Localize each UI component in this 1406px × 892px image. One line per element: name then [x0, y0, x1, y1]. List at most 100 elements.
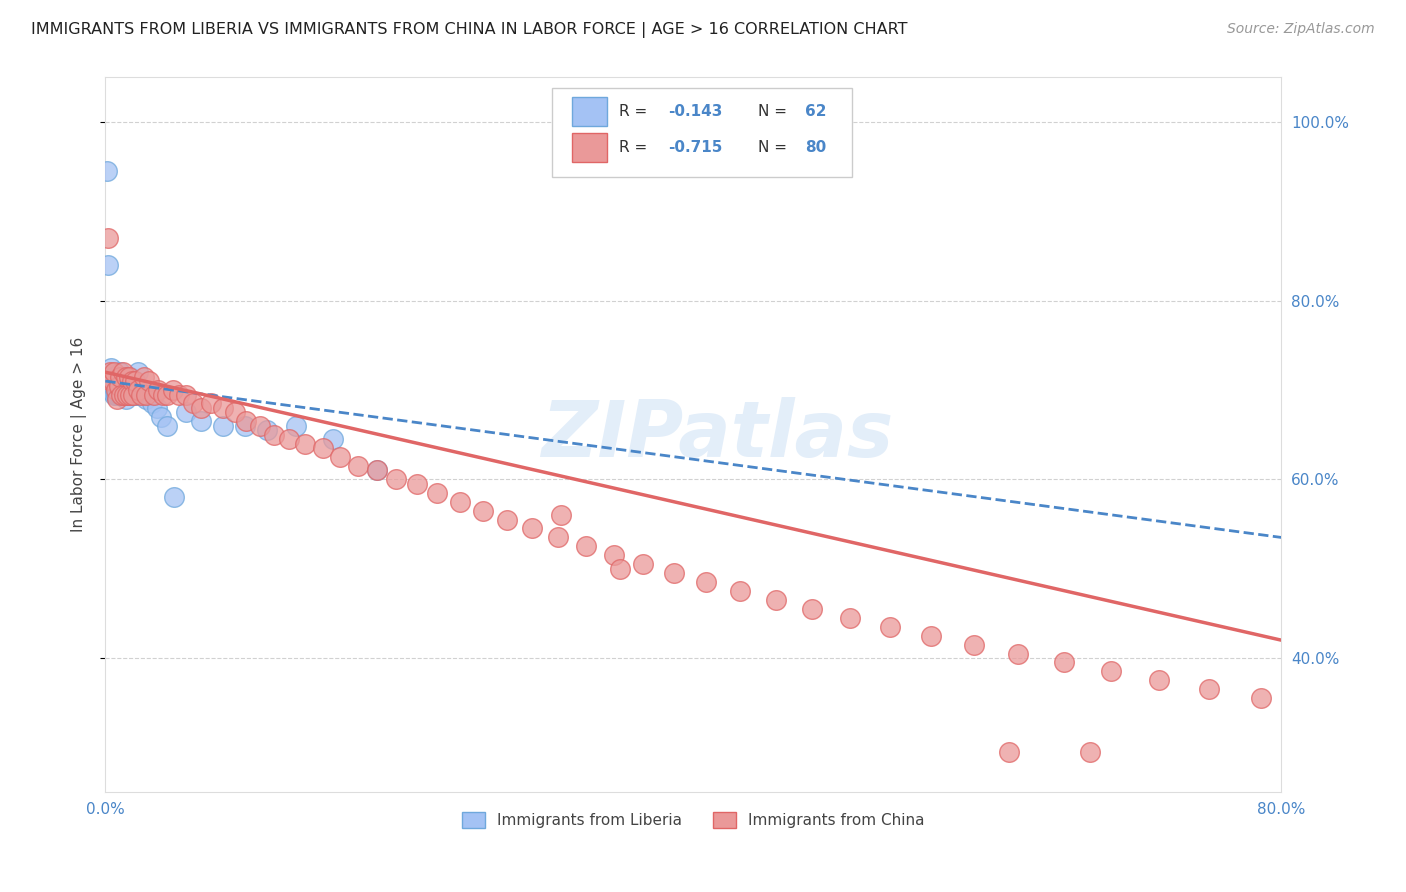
- Point: [1250, 691, 1272, 706]
- Point: [1099, 665, 1122, 679]
- Point: [212, 401, 235, 415]
- Point: [97, 258, 120, 272]
- Point: [108, 369, 131, 384]
- Point: [174, 405, 197, 419]
- Point: [112, 378, 135, 392]
- Point: [111, 369, 134, 384]
- Point: [105, 392, 128, 406]
- Text: R =: R =: [619, 140, 652, 155]
- FancyBboxPatch shape: [553, 88, 852, 178]
- Point: [120, 387, 142, 401]
- Point: [1147, 673, 1170, 688]
- Point: [115, 369, 138, 384]
- Point: [124, 387, 146, 401]
- Point: [118, 369, 141, 384]
- Point: [104, 387, 127, 401]
- Point: [117, 387, 139, 401]
- Point: [124, 374, 146, 388]
- Text: IMMIGRANTS FROM LIBERIA VS IMMIGRANTS FROM CHINA IN LABOR FORCE | AGE > 16 CORRE: IMMIGRANTS FROM LIBERIA VS IMMIGRANTS FR…: [31, 22, 907, 38]
- Point: [998, 745, 1021, 759]
- Point: [183, 396, 205, 410]
- Text: 80: 80: [804, 140, 827, 155]
- Point: [124, 374, 146, 388]
- Text: N =: N =: [758, 140, 792, 155]
- Point: [385, 472, 408, 486]
- Point: [142, 387, 165, 401]
- Text: -0.715: -0.715: [668, 140, 723, 155]
- Point: [224, 405, 246, 419]
- Point: [152, 387, 174, 401]
- Point: [233, 418, 256, 433]
- Point: [575, 539, 598, 553]
- Point: [135, 387, 157, 401]
- Point: [129, 387, 152, 401]
- Point: [127, 365, 149, 379]
- Point: [550, 508, 572, 522]
- Point: [609, 562, 631, 576]
- Point: [107, 374, 129, 388]
- Point: [366, 463, 388, 477]
- Point: [127, 383, 149, 397]
- Point: [120, 369, 142, 384]
- Point: [122, 383, 145, 397]
- Point: [129, 387, 152, 401]
- Point: [138, 374, 160, 388]
- Point: [963, 638, 986, 652]
- Point: [879, 620, 901, 634]
- Point: [138, 387, 160, 401]
- Point: [125, 383, 148, 397]
- Point: [111, 378, 134, 392]
- Text: Source: ZipAtlas.com: Source: ZipAtlas.com: [1227, 22, 1375, 37]
- Point: [162, 383, 184, 397]
- Point: [117, 369, 139, 384]
- Point: [108, 378, 131, 392]
- Text: ZIPatlas: ZIPatlas: [540, 397, 893, 473]
- Legend: Immigrants from Liberia, Immigrants from China: Immigrants from Liberia, Immigrants from…: [456, 806, 931, 834]
- Point: [111, 365, 134, 379]
- FancyBboxPatch shape: [572, 134, 607, 162]
- Point: [100, 360, 122, 375]
- Point: [98, 365, 121, 379]
- Point: [495, 512, 517, 526]
- Point: [103, 374, 125, 388]
- Point: [108, 387, 131, 401]
- Point: [1052, 656, 1074, 670]
- Y-axis label: In Labor Force | Age > 16: In Labor Force | Age > 16: [72, 337, 87, 533]
- Point: [728, 584, 751, 599]
- Point: [112, 369, 135, 384]
- Point: [110, 387, 132, 401]
- Point: [920, 629, 942, 643]
- Point: [104, 383, 127, 397]
- Point: [406, 476, 429, 491]
- Point: [190, 401, 212, 415]
- Point: [156, 418, 179, 433]
- Point: [449, 494, 471, 508]
- Point: [278, 432, 301, 446]
- Point: [256, 423, 278, 437]
- Point: [631, 558, 654, 572]
- Point: [103, 387, 125, 401]
- Text: 62: 62: [804, 104, 827, 119]
- Point: [148, 383, 170, 397]
- Point: [100, 374, 122, 388]
- Point: [110, 387, 132, 401]
- Point: [120, 387, 142, 401]
- Point: [603, 549, 626, 563]
- Point: [97, 231, 120, 245]
- Point: [121, 374, 143, 388]
- Point: [112, 387, 135, 401]
- Point: [263, 427, 285, 442]
- Point: [329, 450, 352, 464]
- Point: [249, 418, 271, 433]
- Point: [135, 392, 157, 406]
- Point: [121, 387, 143, 401]
- Point: [104, 383, 127, 397]
- Point: [107, 387, 129, 401]
- Point: [839, 611, 862, 625]
- FancyBboxPatch shape: [572, 97, 607, 126]
- Point: [101, 369, 124, 384]
- Point: [212, 418, 235, 433]
- Point: [121, 374, 143, 388]
- Point: [801, 602, 824, 616]
- Point: [1078, 745, 1101, 759]
